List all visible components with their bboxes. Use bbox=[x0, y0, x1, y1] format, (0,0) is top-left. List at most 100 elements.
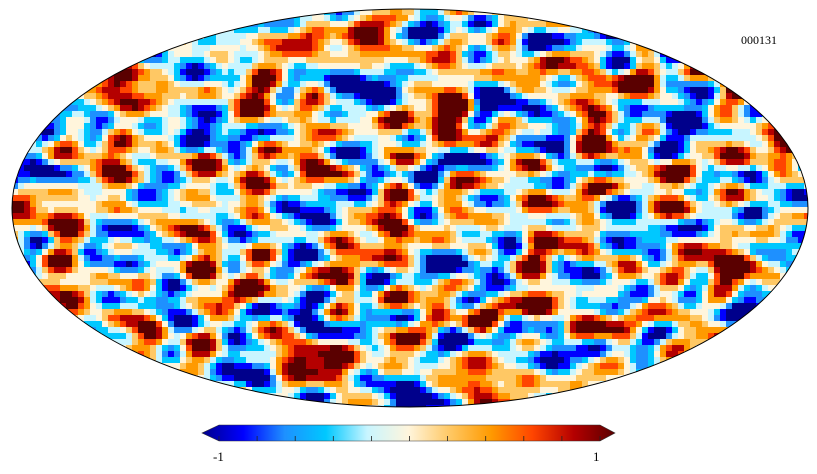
map-pixel bbox=[768, 219, 775, 226]
map-pixel bbox=[210, 39, 217, 46]
map-pixel bbox=[228, 237, 235, 244]
map-pixel bbox=[702, 87, 709, 94]
map-pixel bbox=[510, 219, 517, 226]
map-pixel bbox=[408, 69, 415, 76]
map-pixel bbox=[126, 87, 133, 94]
map-pixel bbox=[360, 129, 367, 136]
map-pixel bbox=[510, 15, 517, 22]
map-pixel bbox=[300, 39, 307, 46]
map-pixel bbox=[252, 243, 259, 250]
map-pixel bbox=[456, 129, 463, 136]
map-pixel bbox=[546, 51, 553, 58]
map-pixel bbox=[636, 261, 643, 268]
map-pixel bbox=[612, 267, 619, 274]
map-pixel bbox=[510, 9, 517, 16]
map-pixel bbox=[588, 219, 595, 226]
map-pixel bbox=[228, 33, 235, 40]
map-pixel bbox=[264, 195, 271, 202]
map-pixel bbox=[174, 99, 181, 106]
map-pixel bbox=[156, 183, 163, 190]
map-pixel bbox=[720, 141, 727, 148]
map-pixel bbox=[690, 141, 697, 148]
map-pixel bbox=[624, 237, 631, 244]
map-pixel bbox=[198, 189, 205, 196]
map-pixel bbox=[246, 243, 253, 250]
map-pixel bbox=[150, 57, 157, 64]
map-pixel bbox=[204, 39, 211, 46]
map-pixel bbox=[348, 75, 355, 82]
map-pixel bbox=[282, 159, 289, 166]
map-pixel bbox=[408, 81, 415, 88]
map-pixel bbox=[690, 135, 697, 142]
map-pixel bbox=[276, 231, 283, 238]
map-pixel bbox=[612, 69, 619, 76]
map-pixel bbox=[594, 105, 601, 112]
map-pixel bbox=[744, 207, 751, 214]
map-pixel bbox=[540, 45, 547, 52]
map-pixel bbox=[60, 147, 67, 154]
map-pixel bbox=[660, 249, 667, 256]
map-pixel bbox=[654, 213, 661, 220]
map-pixel bbox=[144, 261, 151, 268]
map-pixel bbox=[606, 171, 613, 178]
map-pixel bbox=[372, 183, 379, 190]
map-pixel bbox=[654, 51, 661, 58]
map-pixel bbox=[660, 69, 667, 76]
map-pixel bbox=[426, 27, 433, 34]
map-pixel bbox=[420, 129, 427, 136]
map-pixel bbox=[438, 261, 445, 268]
map-pixel bbox=[690, 123, 697, 130]
map-pixel bbox=[624, 249, 631, 256]
map-pixel bbox=[108, 177, 115, 184]
map-pixel bbox=[390, 201, 397, 208]
map-pixel bbox=[312, 225, 319, 232]
map-pixel bbox=[258, 39, 265, 46]
map-pixel bbox=[372, 219, 379, 226]
map-pixel bbox=[366, 45, 373, 52]
map-pixel bbox=[84, 243, 91, 250]
map-pixel bbox=[342, 27, 349, 34]
map-pixel bbox=[144, 267, 151, 274]
map-pixel bbox=[108, 87, 115, 94]
map-pixel bbox=[612, 147, 619, 154]
map-pixel bbox=[240, 117, 247, 124]
map-pixel bbox=[660, 75, 667, 82]
map-pixel bbox=[342, 99, 349, 106]
map-pixel bbox=[636, 123, 643, 130]
map-pixel bbox=[162, 249, 169, 256]
map-pixel bbox=[570, 117, 577, 124]
map-pixel bbox=[162, 201, 169, 208]
map-pixel bbox=[174, 45, 181, 52]
map-pixel bbox=[72, 267, 79, 274]
map-pixel bbox=[618, 123, 625, 130]
map-pixel bbox=[318, 93, 325, 100]
map-pixel bbox=[24, 207, 31, 214]
map-pixel bbox=[408, 39, 415, 46]
map-pixel bbox=[684, 261, 691, 268]
map-pixel bbox=[354, 243, 361, 250]
map-pixel bbox=[486, 117, 493, 124]
map-pixel bbox=[240, 45, 247, 52]
map-pixel bbox=[288, 39, 295, 46]
map-pixel bbox=[228, 213, 235, 220]
map-pixel bbox=[468, 51, 475, 58]
map-pixel bbox=[306, 171, 313, 178]
map-pixel bbox=[60, 213, 67, 220]
map-pixel bbox=[162, 105, 169, 112]
map-pixel bbox=[582, 117, 589, 124]
map-pixel bbox=[612, 201, 619, 208]
map-pixel bbox=[756, 183, 763, 190]
map-pixel bbox=[108, 225, 115, 232]
map-pixel bbox=[330, 111, 337, 118]
map-pixel bbox=[738, 183, 745, 190]
map-pixel bbox=[174, 81, 181, 88]
map-pixel bbox=[792, 159, 799, 166]
map-pixel bbox=[102, 213, 109, 220]
map-pixel bbox=[528, 51, 535, 58]
map-pixel bbox=[444, 21, 451, 28]
map-pixel bbox=[660, 171, 667, 178]
map-pixel bbox=[144, 147, 151, 154]
map-pixel bbox=[420, 123, 427, 130]
map-pixel bbox=[186, 231, 193, 238]
map-pixel bbox=[252, 165, 259, 172]
